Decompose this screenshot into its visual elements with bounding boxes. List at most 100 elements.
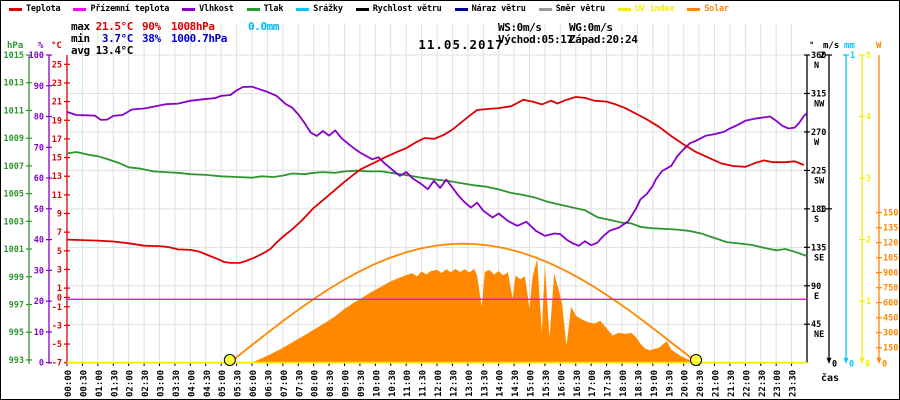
legend-swatch-srazky <box>296 7 310 11</box>
x-tick-label: 02:00 <box>126 370 136 397</box>
wind_speed-tick-label: 1 <box>820 205 825 215</box>
x-tick-label: 09:00 <box>342 370 352 397</box>
legend-item-teplota: Teplota <box>9 4 61 14</box>
legend-item-solar: Solar <box>687 4 729 14</box>
temp-tick-label: 11 <box>52 191 62 201</box>
x-tick-label: 12:30 <box>449 370 459 397</box>
legend-item-smer-vetru: Směr větru <box>538 4 605 14</box>
x-tick-label: 01:00 <box>95 370 105 397</box>
solar-tick-label: 750 <box>883 284 898 294</box>
legend-item-naraz-vetru: Náraz větru <box>454 4 526 14</box>
rain-axis-arrow <box>843 357 849 364</box>
pressure-tick-label: 993 <box>9 356 24 366</box>
wind_dir-tick-label: 225 <box>811 166 826 176</box>
pressure-tick-label: 999 <box>9 273 24 283</box>
x-tick-label: 03:00 <box>157 370 167 397</box>
x-tick-label: 10:00 <box>372 370 382 397</box>
pressure-tick-label: 1015 <box>4 51 24 61</box>
temp-tick-label: 13 <box>52 172 62 182</box>
uv-tick-label: 5 <box>866 51 871 61</box>
legend-item-uv-index: UV index <box>617 4 675 14</box>
legend-label-rychlost-vetru: Rychlost větru <box>372 4 442 14</box>
wind_dir-tick-label: 135 <box>811 243 826 253</box>
legend-item-vlhkost: Vlhkost <box>182 4 234 14</box>
humidity-tick-label: 50 <box>34 205 44 215</box>
pressure-tick-label: 995 <box>9 328 24 338</box>
legend: Teplota Přízemní teplota Vlhkost Tlak Srážky… <box>9 4 742 14</box>
solar-unit-label: W <box>876 41 882 51</box>
solar-tick-label: 1350 <box>883 224 899 234</box>
legend-label-tlak: Tlak <box>263 4 284 14</box>
wind_speed-unit-label: m/s <box>823 41 839 51</box>
solar-axis-arrow <box>876 357 882 364</box>
x-tick-label: 16:00 <box>557 370 567 397</box>
humidity-tick-label: 30 <box>34 266 44 276</box>
humidity-tick-label: 70 <box>34 143 44 153</box>
pressure-tick-label: 1013 <box>4 79 24 89</box>
uv-axis-arrow <box>859 357 865 364</box>
x-tick-label: 08:30 <box>326 370 336 397</box>
temp-tick-label: 7 <box>57 228 62 238</box>
legend-swatch-prizemni-teplota <box>73 7 87 11</box>
legend-swatch-rychlost-vetru <box>355 7 369 11</box>
wind_dir-tick-label: 180 <box>811 205 826 215</box>
compass-label: N <box>814 61 819 71</box>
temp-tick-label: 25 <box>52 60 62 70</box>
humidity-tick-label: 100 <box>29 51 44 61</box>
x-tick-label: 22:00 <box>742 370 752 397</box>
x-tick-label: 23:30 <box>789 370 799 397</box>
x-tick-label: 18:00 <box>619 370 629 397</box>
legend-label-uv-index: UV index <box>634 4 675 14</box>
solar-tick-label: 300 <box>883 329 898 339</box>
legend-swatch-vlhkost <box>182 7 196 11</box>
temp-tick-label: 17 <box>52 135 62 145</box>
x-tick-label: 02:30 <box>141 370 151 397</box>
pressure-tick-label: 1003 <box>4 217 24 227</box>
x-axis-title: čas <box>821 372 839 384</box>
pressure-tick-label: 1001 <box>4 245 24 255</box>
x-tick-label: 13:30 <box>480 370 490 397</box>
compass-label: W <box>814 138 820 148</box>
solar-tick-label: 450 <box>883 314 898 324</box>
uv-tick-label: 0 <box>865 360 870 370</box>
series-solar-max <box>229 242 697 364</box>
x-tick-label: 17:30 <box>604 370 614 397</box>
humidity-tick-label: 90 <box>34 82 44 92</box>
uv-tick-label: 3 <box>866 174 871 184</box>
x-tick-label: 09:30 <box>357 370 367 397</box>
temp-tick-label: 3 <box>57 265 62 275</box>
pressure-tick-label: 1009 <box>4 134 24 144</box>
x-tick-label: 07:00 <box>280 370 290 397</box>
temp-tick-label: 21 <box>52 98 62 108</box>
compass-label: E <box>814 292 819 302</box>
legend-label-smer-vetru: Směr větru <box>555 4 605 14</box>
series-tlak <box>66 151 808 257</box>
pressure-tick-label: 1005 <box>4 190 24 200</box>
temp-tick-label: 5 <box>57 247 62 257</box>
compass-label: S <box>814 215 819 225</box>
humidity-tick-label: 20 <box>34 297 44 307</box>
x-tick-label: 05:00 <box>218 370 228 397</box>
x-tick-label: 14:30 <box>511 370 521 397</box>
legend-swatch-solar <box>687 7 701 11</box>
solar-tick-label: 150 <box>883 344 898 354</box>
x-tick-label: 03:30 <box>172 370 182 397</box>
solar-tick-label: 1200 <box>883 239 899 249</box>
legend-label-vlhkost: Vlhkost <box>199 4 234 14</box>
stat-rain-total: 0.0mm <box>248 20 280 33</box>
legend-label-srazky: Srážky <box>313 4 343 14</box>
wind_dir-tick-label: 90 <box>811 282 821 292</box>
stat-max-temp: 21.5°C <box>95 20 134 33</box>
x-tick-label: 01:30 <box>110 370 120 397</box>
wind-gust-info: WG:0m/s <box>569 21 613 34</box>
series-solar-area <box>248 258 704 363</box>
rain-tick-label: 1 <box>850 51 855 61</box>
pressure-tick-label: 1007 <box>4 162 24 172</box>
rain-tick-label: 0 <box>849 360 854 370</box>
x-tick-label: 10:30 <box>388 370 398 397</box>
temp-tick-label: -5 <box>52 340 62 350</box>
x-tick-label: 05:30 <box>234 370 244 397</box>
x-tick-label: 00:30 <box>79 370 89 397</box>
